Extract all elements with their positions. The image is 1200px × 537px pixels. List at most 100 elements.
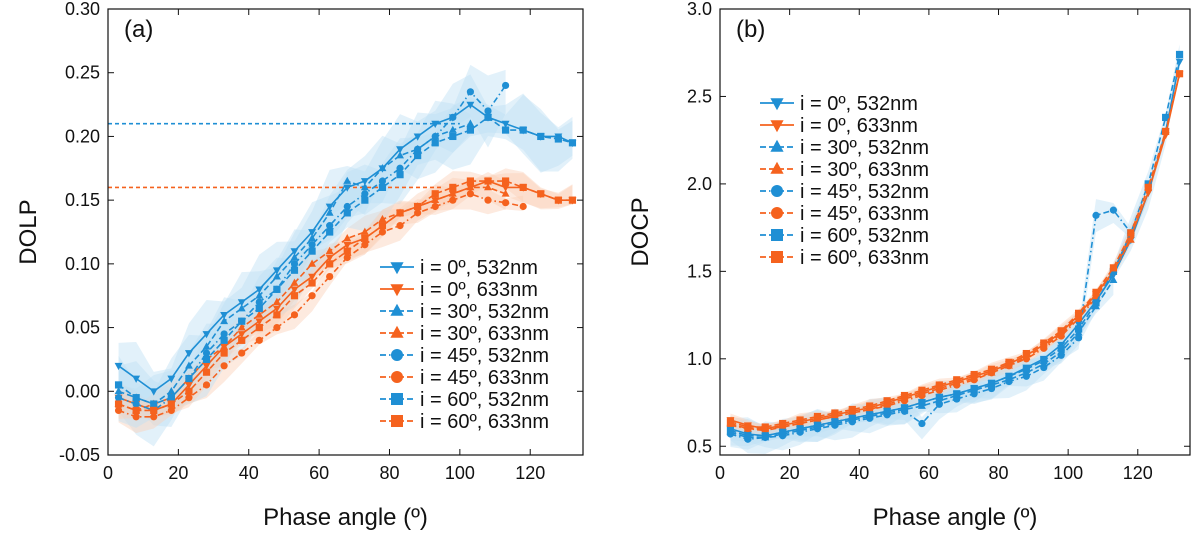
data-point bbox=[308, 241, 316, 249]
data-point bbox=[255, 291, 264, 299]
data-point bbox=[273, 323, 281, 332]
legend-label: i = 60º, 532nm bbox=[800, 225, 929, 247]
data-point bbox=[149, 388, 158, 396]
band-1 bbox=[118, 74, 573, 406]
x-tick-label: 40 bbox=[849, 463, 869, 483]
x-tick-label: 0 bbox=[715, 463, 725, 483]
legend-label: i = 30º, 532nm bbox=[800, 137, 929, 159]
data-point bbox=[325, 208, 334, 216]
data-point bbox=[726, 418, 735, 426]
data-point bbox=[396, 209, 404, 217]
data-point bbox=[431, 195, 440, 204]
data-point bbox=[796, 425, 804, 433]
data-point bbox=[378, 228, 387, 236]
legend-marker bbox=[391, 393, 403, 405]
series-line bbox=[118, 116, 573, 405]
band-4 bbox=[730, 237, 1131, 436]
data-point bbox=[326, 260, 334, 268]
data-point bbox=[255, 318, 264, 326]
data-point bbox=[202, 355, 211, 364]
y-tick-label: 0.05 bbox=[65, 318, 100, 338]
data-point bbox=[866, 402, 874, 410]
legend-label: i = 30º, 633nm bbox=[420, 323, 549, 345]
data-point bbox=[326, 222, 334, 230]
data-point bbox=[813, 421, 822, 429]
band-8 bbox=[118, 168, 573, 419]
series-line bbox=[118, 192, 524, 418]
data-point bbox=[237, 304, 246, 312]
series-8 bbox=[726, 70, 1184, 431]
data-point bbox=[987, 379, 996, 387]
data-point bbox=[184, 382, 193, 390]
data-point bbox=[343, 253, 351, 262]
data-point bbox=[414, 202, 422, 211]
data-point bbox=[255, 310, 264, 318]
data-point bbox=[132, 375, 141, 383]
data-point bbox=[466, 183, 475, 191]
series-line bbox=[730, 54, 1181, 437]
data-point bbox=[568, 139, 577, 147]
data-point bbox=[761, 432, 769, 440]
data-point bbox=[343, 184, 352, 192]
y-tick-label: 1.0 bbox=[687, 349, 712, 369]
data-point bbox=[167, 400, 175, 408]
data-point bbox=[431, 190, 439, 198]
data-point bbox=[501, 189, 510, 197]
band-2 bbox=[118, 173, 573, 416]
legend-label: i = 60º, 633nm bbox=[800, 247, 929, 269]
data-point bbox=[361, 234, 369, 242]
data-point bbox=[1092, 299, 1100, 307]
data-point bbox=[360, 178, 369, 186]
data-point bbox=[1092, 288, 1100, 296]
data-point bbox=[167, 386, 176, 395]
data-point bbox=[132, 400, 140, 408]
data-point bbox=[866, 411, 874, 419]
data-point bbox=[848, 414, 856, 422]
data-point bbox=[987, 365, 996, 373]
y-tick-label: 0.00 bbox=[65, 381, 100, 401]
data-point bbox=[796, 416, 804, 424]
y-tick-label: 1.5 bbox=[687, 261, 712, 281]
series-line bbox=[118, 85, 507, 412]
data-point bbox=[953, 390, 961, 398]
data-point bbox=[761, 423, 769, 431]
data-point bbox=[343, 202, 351, 211]
data-point bbox=[308, 279, 316, 287]
y-axis-label: DOLP bbox=[15, 199, 42, 264]
data-point bbox=[396, 146, 404, 154]
data-point bbox=[185, 394, 193, 402]
series-7 bbox=[114, 113, 577, 408]
data-point bbox=[167, 375, 176, 383]
data-point bbox=[1092, 211, 1100, 219]
data-point bbox=[537, 132, 545, 141]
data-point bbox=[360, 227, 369, 235]
data-point bbox=[1175, 70, 1184, 78]
data-point bbox=[1162, 127, 1170, 136]
band-6 bbox=[730, 231, 1131, 436]
panel-b: 0 20 40 60 80 100 120 0.5 1.0 1.5 2.0 2.5 3.0 Phase a… bbox=[627, 0, 1191, 531]
legend-marker bbox=[771, 251, 783, 263]
series-line bbox=[730, 73, 1181, 430]
data-point bbox=[1005, 358, 1013, 366]
data-point bbox=[114, 406, 123, 414]
y-tick-label: 0.30 bbox=[65, 0, 100, 19]
data-point bbox=[883, 397, 891, 405]
legend-label: i = 60º, 532nm bbox=[420, 389, 549, 411]
data-point bbox=[167, 394, 175, 402]
data-point bbox=[184, 350, 193, 358]
data-point bbox=[378, 214, 387, 223]
data-point bbox=[202, 381, 211, 389]
data-point bbox=[202, 368, 211, 376]
x-tick-label: 20 bbox=[780, 463, 800, 483]
data-point bbox=[308, 259, 317, 267]
legend-label: i = 0º, 633nm bbox=[420, 279, 538, 301]
data-point bbox=[484, 183, 492, 191]
data-point bbox=[290, 292, 299, 300]
legend-marker bbox=[390, 325, 404, 338]
data-point bbox=[831, 418, 839, 426]
data-point bbox=[378, 177, 387, 185]
data-point bbox=[150, 413, 158, 421]
data-point bbox=[343, 247, 351, 255]
x-axis-label: Phase angle (º) bbox=[263, 504, 428, 531]
